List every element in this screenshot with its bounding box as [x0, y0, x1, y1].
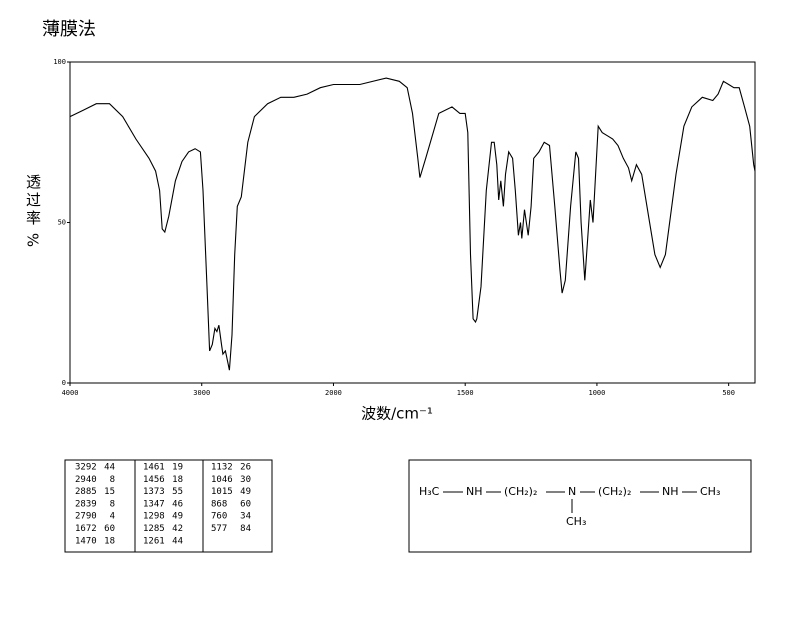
- y-tick-label: 50: [58, 219, 66, 227]
- y-axis-label: 透过率: [26, 173, 41, 227]
- peak-table-cell: 2839: [75, 499, 97, 509]
- formula-branch: CH₃: [566, 515, 586, 528]
- formula-group: H₃C: [419, 485, 440, 498]
- peak-table-cell: 1261: [143, 536, 165, 546]
- peak-table-cell: 1046: [211, 475, 233, 485]
- peak-table-cell: 1461: [143, 463, 165, 473]
- peak-table-cell: 18: [172, 475, 183, 485]
- formula-group: CH₃: [700, 485, 720, 498]
- peak-table-cell: 3292: [75, 463, 97, 473]
- y-axis-unit: %: [25, 233, 43, 247]
- peak-table-cell: 60: [104, 524, 115, 534]
- formula-group: (CH₂)₂: [598, 485, 631, 498]
- peak-table-cell: 2790: [75, 512, 97, 522]
- peak-table-cell: 1347: [143, 499, 165, 509]
- peak-table-cell: 1470: [75, 536, 97, 546]
- formula-group: NH: [662, 485, 679, 498]
- peak-table-cell: 44: [172, 536, 183, 546]
- peak-table-cell: 49: [240, 487, 251, 497]
- x-tick-label: 2000: [325, 389, 342, 397]
- peak-table-cell: 1015: [211, 487, 233, 497]
- x-tick-label: 500: [722, 389, 735, 397]
- plot-frame: [69, 61, 756, 384]
- x-tick-label: 1000: [588, 389, 605, 397]
- y-tick-label: 0: [62, 379, 66, 387]
- peak-table-cell: 1285: [143, 524, 165, 534]
- x-axis-label: 波数/cm⁻¹: [361, 405, 433, 423]
- peak-table-cell: 18: [104, 536, 115, 546]
- formula-group: (CH₂)₂: [504, 485, 537, 498]
- peak-table-cell: 760: [211, 512, 227, 522]
- peak-table-cell: 34: [240, 512, 251, 522]
- x-tick-label: 4000: [62, 389, 79, 397]
- peak-table-cell: 2940: [75, 475, 97, 485]
- peak-table-cell: 46: [172, 499, 183, 509]
- structure-frame: [408, 459, 752, 553]
- peak-table-cell: 84: [240, 524, 251, 534]
- peak-table-frame: [64, 459, 273, 553]
- formula-group: N: [568, 485, 576, 498]
- peak-table-cell: 55: [172, 487, 183, 497]
- spectrum-line: [69, 77, 756, 371]
- peak-table-cell: 1672: [75, 524, 97, 534]
- peak-table-cell: 19: [172, 463, 183, 473]
- peak-table-cell: 868: [211, 499, 227, 509]
- peak-table-cell: 577: [211, 524, 227, 534]
- peak-table-cell: 1373: [143, 487, 165, 497]
- peak-table-cell: 49: [172, 512, 183, 522]
- chart-title: 薄膜法: [42, 19, 96, 40]
- y-tick-label: 100: [53, 58, 66, 66]
- peak-table-cell: 44: [104, 463, 115, 473]
- peak-table-cell: 30: [240, 475, 251, 485]
- peak-table-cell: 2885: [75, 487, 97, 497]
- peak-table-cell: 26: [240, 463, 251, 473]
- peak-table-cell: 15: [104, 487, 115, 497]
- peak-table-cell: 1456: [143, 475, 165, 485]
- peak-table-cell: 4: [110, 512, 115, 522]
- formula-group: NH: [466, 485, 483, 498]
- x-tick-label: 3000: [193, 389, 210, 397]
- peak-table-cell: 1132: [211, 463, 233, 473]
- peak-table-cell: 8: [110, 499, 115, 509]
- peak-table-cell: 8: [110, 475, 115, 485]
- peak-table-cell: 1298: [143, 512, 165, 522]
- x-tick-label: 1500: [457, 389, 474, 397]
- peak-table-cell: 60: [240, 499, 251, 509]
- peak-table-cell: 42: [172, 524, 183, 534]
